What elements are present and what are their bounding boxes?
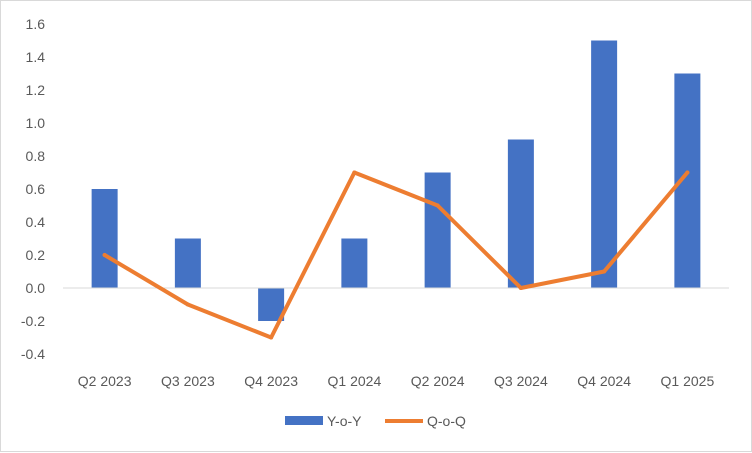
bar	[91, 189, 118, 288]
bar	[507, 139, 534, 288]
y-tick-label: -0.4	[21, 346, 45, 362]
x-tick-label: Q1 2025	[661, 373, 715, 389]
y-tick-label: 0.2	[26, 247, 46, 263]
bar	[174, 238, 201, 288]
x-tick-label: Q1 2024	[328, 373, 382, 389]
bar-series-yoy	[91, 40, 701, 321]
line-point	[435, 203, 440, 208]
bar	[341, 238, 368, 288]
y-axis-ticks: 1.6 1.4 1.2 1.0 0.8 0.6 0.4 0.2 0.0 -0.2 -0.4	[21, 16, 45, 362]
y-tick-label: 0.4	[26, 214, 46, 230]
bar	[424, 172, 451, 288]
line-point	[602, 269, 607, 274]
legend-swatch-yoy	[285, 416, 323, 425]
y-tick-label: 1.6	[26, 16, 46, 32]
x-tick-label: Q4 2024	[577, 373, 631, 389]
line-point	[518, 286, 523, 290]
bar	[591, 40, 618, 288]
line-series-qoq	[102, 170, 690, 340]
legend: Y-o-Y Q-o-Q	[285, 413, 466, 429]
x-tick-label: Q2 2023	[78, 373, 132, 389]
line-point	[352, 170, 357, 175]
y-tick-label: -0.2	[21, 313, 45, 329]
line-point	[685, 170, 690, 175]
x-axis-ticks: Q2 2023 Q3 2023 Q4 2023 Q1 2024 Q2 2024 Q3 20…	[78, 373, 715, 389]
line-point	[102, 253, 107, 257]
y-tick-label: 0.6	[26, 181, 46, 197]
line-point	[185, 302, 190, 307]
y-tick-label: 1.2	[26, 82, 46, 98]
line-point	[269, 335, 274, 340]
series-line	[102, 170, 690, 340]
bar	[258, 288, 285, 321]
y-tick-label: 1.4	[26, 49, 46, 65]
legend-label-qoq: Q-o-Q	[427, 413, 466, 429]
y-tick-label: 0.8	[26, 148, 46, 164]
x-tick-label: Q3 2023	[161, 373, 215, 389]
legend-label-yoy: Y-o-Y	[327, 413, 362, 429]
x-tick-label: Q2 2024	[411, 373, 465, 389]
x-tick-label: Q3 2024	[494, 373, 548, 389]
y-tick-label: 0.0	[26, 280, 46, 296]
y-tick-label: 1.0	[26, 115, 46, 131]
x-tick-label: Q4 2023	[244, 373, 298, 389]
